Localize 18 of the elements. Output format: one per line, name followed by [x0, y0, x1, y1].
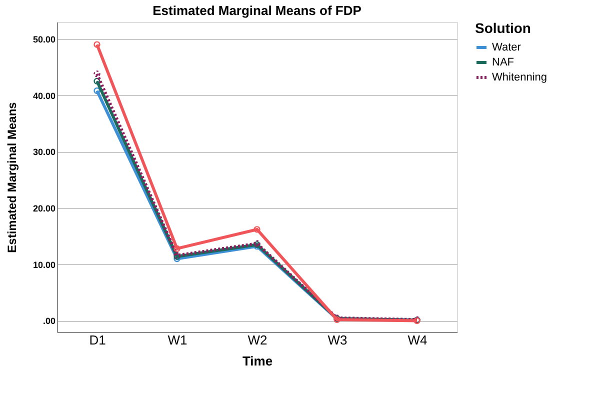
y-tick-label: 40.00	[32, 90, 56, 101]
y-tick-label: 50.00	[32, 34, 56, 44]
legend-title: Solution	[475, 20, 531, 36]
legend-label: Whitenning	[492, 72, 548, 84]
y-tick-label: .00	[42, 316, 56, 326]
x-tick-label: D1	[89, 332, 106, 348]
x-tick-label: W3	[328, 332, 348, 348]
x-tick-label: W2	[248, 332, 268, 348]
legend-label: NAF	[492, 56, 514, 68]
y-axis-title: Estimated Marginal Means	[4, 102, 19, 253]
y-tick-label: 20.00	[32, 204, 56, 214]
legend-label: Water	[492, 42, 522, 54]
x-tick-label: W1	[168, 332, 188, 348]
x-tick-label: W4	[408, 332, 428, 348]
y-tick-label: 30.00	[32, 147, 56, 158]
x-axis-title: Time	[242, 354, 273, 368]
y-tick-label: 10.00	[32, 260, 56, 270]
chart-title: Estimated Marginal Means of FDP	[152, 3, 362, 18]
